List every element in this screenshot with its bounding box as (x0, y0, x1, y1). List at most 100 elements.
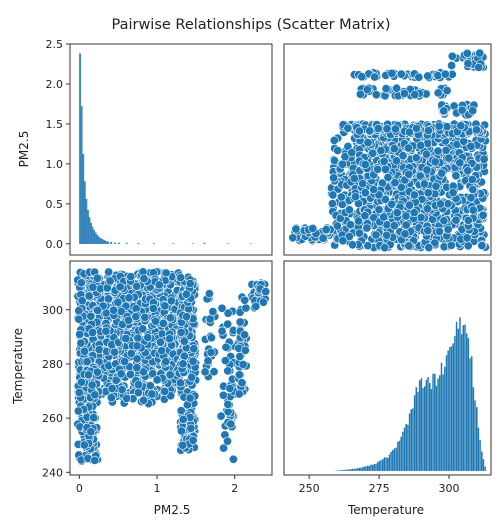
scatter-point (357, 72, 367, 82)
scatter-point (451, 215, 461, 225)
histogram-bar (203, 242, 206, 244)
histogram-bar (410, 409, 413, 472)
scatter-point (186, 423, 196, 433)
scatter-point (86, 311, 96, 321)
scatter-point (80, 346, 90, 356)
histogram-bar (105, 241, 108, 244)
scatter-point (223, 399, 233, 409)
scatter-point (368, 148, 378, 158)
scatter-point (362, 85, 372, 95)
scatter-point (434, 121, 444, 131)
scatter-point (113, 297, 123, 307)
scatter-point (241, 303, 251, 313)
y-tick-label: 0.0 (46, 238, 64, 251)
scatter-point (178, 359, 188, 369)
scatter-point (74, 387, 84, 397)
scatter-point (431, 181, 441, 191)
scatter-point (133, 388, 143, 398)
scatter-point (442, 122, 452, 132)
histogram-bar (405, 423, 408, 472)
scatter-point (468, 106, 478, 116)
histogram-bar (356, 468, 359, 472)
histogram-bar (460, 333, 463, 472)
histogram-bar (91, 226, 94, 244)
scatter-point (200, 367, 210, 377)
scatter-point (148, 303, 158, 313)
scatter-point (258, 297, 268, 307)
scatter-point (477, 241, 487, 251)
scatter-point (462, 233, 472, 243)
scatter-point (209, 367, 219, 377)
scatter-point (219, 443, 229, 453)
scatter-point (371, 230, 381, 240)
scatter-point (223, 319, 233, 329)
scatter-point (116, 369, 126, 379)
scatter-point (433, 146, 443, 156)
histogram-bar (351, 468, 354, 472)
histogram-bar (484, 466, 487, 472)
scatter-point (463, 59, 473, 69)
scatter-point (468, 205, 478, 215)
scatter-point (382, 230, 392, 240)
scatter-point (109, 305, 119, 315)
scatter-point (389, 144, 399, 154)
y-tick-label: 240 (42, 466, 63, 479)
histogram-bar (457, 328, 460, 472)
panel-pm25-vs-temp (283, 43, 492, 256)
scatter-point (347, 148, 357, 158)
scatter-point (380, 243, 390, 253)
histogram-bar (100, 238, 103, 244)
y-tick-label: 1.0 (46, 158, 64, 171)
scatter-point (82, 357, 92, 367)
scatter-point (90, 390, 100, 400)
histogram-bar (348, 469, 351, 472)
scatter-point (318, 233, 328, 243)
scatter-point (126, 348, 136, 358)
scatter-point (120, 356, 130, 366)
scatter-point (217, 303, 227, 313)
histogram-bar (413, 395, 416, 472)
scatter-point (401, 211, 411, 221)
scatter-point (400, 229, 410, 239)
histogram-bar (390, 451, 393, 472)
scatter-point (474, 62, 484, 72)
scatter-point (124, 293, 134, 303)
scatter-point (376, 146, 386, 156)
pm25-vs-temp-frame (283, 43, 492, 256)
histogram-bar (479, 439, 482, 472)
scatter-point (178, 440, 188, 450)
y-tick-label: 1.5 (46, 118, 64, 131)
histogram-bar (412, 408, 414, 472)
scatter-point (435, 199, 445, 209)
histogram-bar (349, 468, 352, 472)
histogram-bar (366, 465, 369, 472)
scatter-point (117, 385, 127, 395)
histogram-bar (373, 463, 376, 472)
scatter-point (176, 378, 186, 388)
histogram-bar (391, 449, 394, 472)
histogram-bar (90, 222, 92, 244)
scatter-point (390, 124, 400, 134)
scatter-point (349, 174, 359, 184)
scatter-point (234, 389, 244, 399)
histogram-bar (83, 181, 86, 244)
scatter-point (329, 135, 339, 145)
scatter-point (166, 296, 176, 306)
scatter-point (106, 393, 116, 403)
scatter-point (165, 334, 175, 344)
x-tick-label: 275 (369, 482, 390, 495)
histogram-bar (336, 470, 339, 472)
histogram-bar (442, 374, 445, 472)
scatter-point (430, 238, 440, 248)
scatter-point (446, 240, 456, 250)
scatter-point (139, 367, 149, 377)
histogram-bar (445, 355, 448, 472)
histogram-bar (80, 106, 83, 244)
histogram-bar (360, 467, 362, 472)
scatter-point (291, 224, 301, 234)
scatter-point (411, 153, 421, 163)
scatter-point (338, 236, 348, 246)
scatter-point (84, 370, 94, 380)
temperature-histogram (333, 317, 487, 472)
scatter-point (396, 182, 406, 192)
